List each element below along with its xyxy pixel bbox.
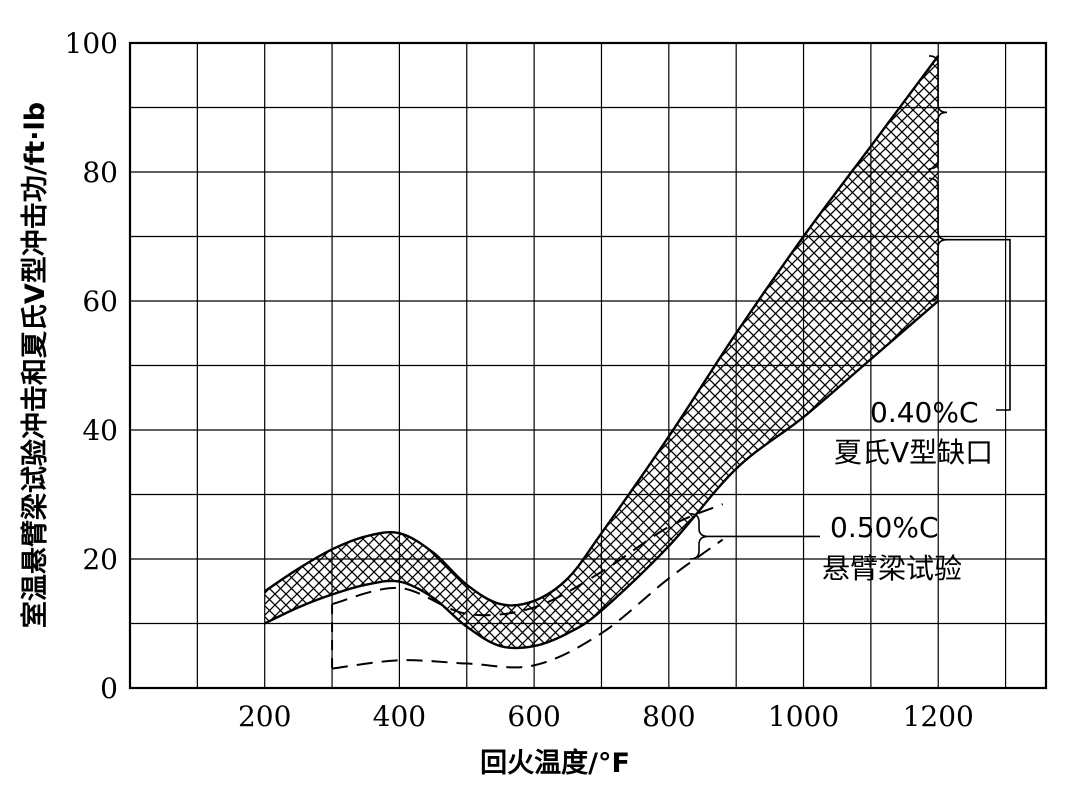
y-tick-label: 40 — [82, 414, 118, 447]
annotation-brackets — [689, 55, 1011, 560]
x-axis-title: 回火温度/°F — [480, 747, 630, 779]
brace-top — [928, 55, 948, 170]
x-tick-label: 600 — [507, 700, 560, 733]
band-050c-lower-line — [331, 538, 724, 670]
y-tick-label: 0 — [100, 672, 118, 705]
x-tick-label: 800 — [642, 700, 695, 733]
y-tick-label: 80 — [82, 156, 118, 189]
annotation-050c-line1: 0.50%C — [830, 511, 939, 544]
x-tick-label: 400 — [373, 700, 426, 733]
annotation-050c-line2: 悬臂梁试验 — [822, 552, 962, 585]
annotation-040c-line1: 0.40%C — [870, 396, 979, 429]
band-040c-lower-line — [264, 300, 939, 650]
x-tick-label: 200 — [238, 700, 291, 733]
band-050c-upper-line — [331, 503, 724, 617]
y-tick-label: 100 — [65, 27, 118, 60]
plot-area — [264, 55, 940, 670]
band-040c-fill — [264, 55, 939, 649]
y-tick-label: 60 — [82, 285, 118, 318]
plot-frame — [128, 41, 1048, 690]
y-axis-title: 室温悬臂梁试验冲击和夏氏V型冲击功/ft·lb — [19, 102, 51, 628]
axes: 200 400 600 800 1000 1200 0 20 40 60 80 100 — [65, 27, 1048, 733]
band-040c-upper-line — [264, 55, 940, 607]
x-tick-label: 1200 — [903, 700, 974, 733]
leader-040c — [947, 238, 1011, 411]
x-tick-label: 1000 — [768, 700, 839, 733]
y-tick-label: 20 — [82, 543, 118, 576]
annotation-040c-line2: 夏氏V型缺口 — [834, 436, 993, 469]
